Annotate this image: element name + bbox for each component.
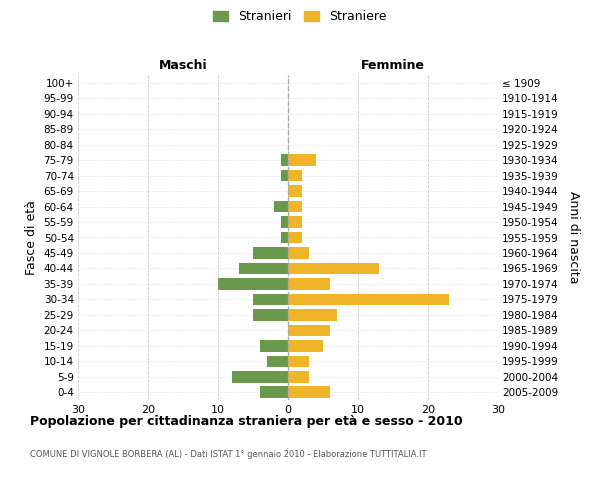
Bar	[288, 324, 330, 336]
Bar	[218, 278, 288, 289]
Bar	[288, 386, 330, 398]
Bar	[253, 247, 288, 259]
Y-axis label: Anni di nascita: Anni di nascita	[567, 191, 580, 284]
Bar	[288, 294, 449, 305]
Y-axis label: Fasce di età: Fasce di età	[25, 200, 38, 275]
Bar	[288, 186, 302, 197]
Bar	[267, 356, 288, 367]
Bar	[274, 200, 288, 212]
Bar	[239, 262, 288, 274]
Text: Popolazione per cittadinanza straniera per età e sesso - 2010: Popolazione per cittadinanza straniera p…	[30, 415, 463, 428]
Bar	[253, 294, 288, 305]
Bar	[288, 262, 379, 274]
Bar	[288, 232, 302, 243]
Bar	[281, 216, 288, 228]
Bar	[288, 340, 323, 351]
Bar	[281, 170, 288, 181]
Bar	[288, 356, 309, 367]
Bar	[253, 309, 288, 320]
Text: COMUNE DI VIGNOLE BORBERA (AL) - Dati ISTAT 1° gennaio 2010 - Elaborazione TUTTI: COMUNE DI VIGNOLE BORBERA (AL) - Dati IS…	[30, 450, 427, 459]
Bar	[281, 232, 288, 243]
Bar	[260, 340, 288, 351]
Bar	[288, 200, 302, 212]
Bar	[232, 371, 288, 382]
Bar	[288, 170, 302, 181]
Bar	[288, 247, 309, 259]
Bar	[288, 154, 316, 166]
Legend: Stranieri, Straniere: Stranieri, Straniere	[209, 6, 391, 26]
Text: Femmine: Femmine	[361, 59, 425, 72]
Bar	[288, 216, 302, 228]
Bar	[260, 386, 288, 398]
Bar	[288, 309, 337, 320]
Bar	[288, 371, 309, 382]
Bar	[288, 278, 330, 289]
Text: Maschi: Maschi	[158, 59, 208, 72]
Bar	[281, 154, 288, 166]
